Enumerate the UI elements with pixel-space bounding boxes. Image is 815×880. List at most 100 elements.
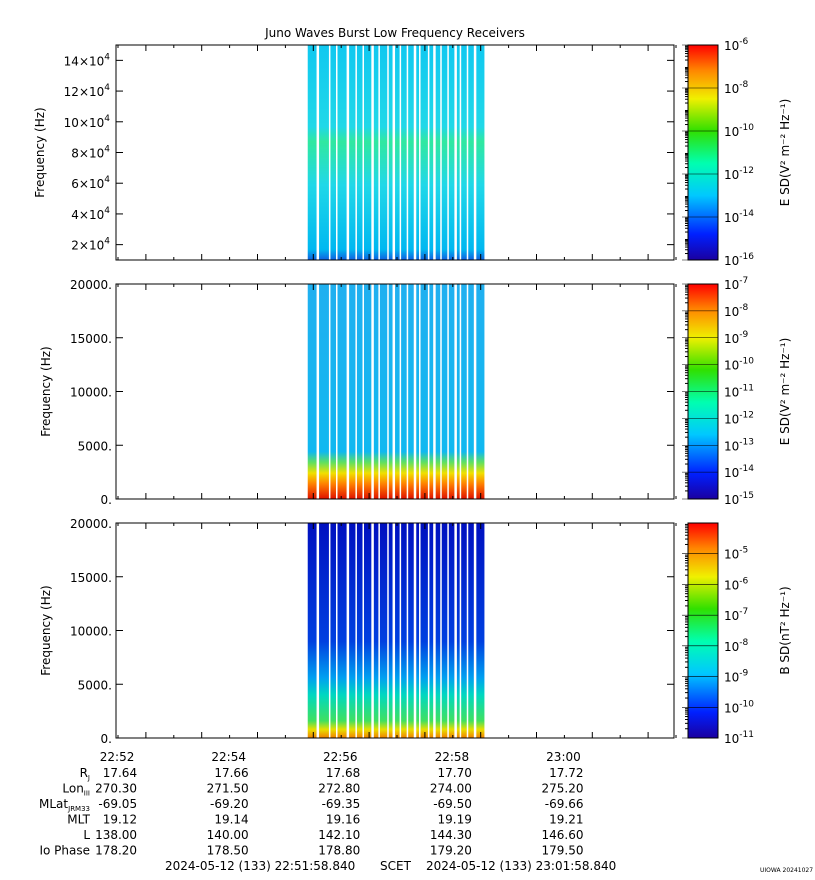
- data-gap-stripe: [406, 45, 409, 260]
- x-tick-label: 22:52: [100, 750, 135, 764]
- data-gap-stripe: [362, 284, 365, 499]
- colorbar-tick-label: 10-7: [724, 607, 748, 623]
- colorbar-3: [688, 523, 718, 738]
- data-gap-stripe: [346, 523, 350, 738]
- data-gap-stripe: [378, 523, 380, 738]
- colorbar-tick-label: 10-5: [724, 546, 748, 562]
- colorbar-tick-label: 10-8: [724, 80, 749, 96]
- data-gap-stripe: [466, 284, 469, 499]
- y-tick-label: 15000.: [70, 571, 112, 585]
- y-tick-label: 4×104: [71, 206, 110, 222]
- ephemeris-value: 17.66: [214, 766, 248, 780]
- colorbar-label: B SD(nT² Hz⁻¹): [778, 586, 792, 674]
- y-axis-label: Frequency (Hz): [39, 585, 53, 676]
- ephemeris-value: -69.66: [545, 797, 584, 811]
- colorbar-tick-label: 10-10: [724, 357, 754, 373]
- data-gap-stripe: [459, 284, 462, 499]
- y-tick-label: 5000.: [78, 678, 112, 692]
- data-gap-stripe: [328, 45, 331, 260]
- ephemeris-value: 17.70: [438, 766, 472, 780]
- ephemeris-value: 146.60: [541, 828, 583, 842]
- ephemeris-value: 274.00: [430, 782, 472, 796]
- colorbar-tick-label: 10-6: [724, 576, 749, 592]
- y-tick-label: 6×104: [71, 175, 110, 191]
- y-tick-label: 8×104: [71, 145, 110, 161]
- data-gap-stripe: [387, 284, 389, 499]
- panel-3: 20000. 15000. 10000. 5000. 0. Frequency (Hz) 1…: [39, 517, 792, 746]
- data-gap-stripe: [316, 284, 320, 499]
- y-tick-label: 0.: [101, 493, 112, 507]
- data-gap-stripe: [362, 523, 365, 738]
- ephemeris-value: 17.64: [103, 766, 137, 780]
- colorbar-tick-label: 10-11: [724, 384, 754, 400]
- colorbar-tick-label: 10-12: [724, 410, 754, 426]
- footer-start-time: 2024-05-12 (133) 22:51:58.840: [165, 859, 355, 873]
- data-gap-stripe: [473, 523, 477, 738]
- ephemeris-value: -69.35: [322, 797, 361, 811]
- spectrogram-2: [307, 284, 485, 499]
- ephemeris-label: RJ: [80, 766, 90, 782]
- data-gap-stripe: [346, 45, 350, 260]
- ephemeris-label: L: [83, 828, 90, 842]
- colorbar-tick-label: 10-8: [724, 638, 749, 654]
- spectrogram-3: [307, 523, 485, 738]
- data-gap-stripe: [392, 45, 396, 260]
- data-gap-stripe: [413, 523, 417, 738]
- ephemeris-value: 17.72: [549, 766, 583, 780]
- data-gap-stripe: [328, 284, 331, 499]
- colorbar-tick-label: 10-6: [724, 37, 749, 53]
- spectrogram-1: [307, 45, 485, 260]
- panel-1: 2×104 4×104 6×104 8×104 10×104 12×104 14×104 Fr…: [33, 37, 792, 268]
- data-gap-stripe: [399, 284, 402, 499]
- data-gap-stripe: [399, 45, 402, 260]
- ephemeris-value: 138.00: [95, 828, 137, 842]
- ephemeris-value: 19.21: [549, 813, 583, 827]
- data-gap-stripe: [362, 45, 365, 260]
- data-gap-stripe: [406, 284, 409, 499]
- y-tick-label: 10000.: [70, 386, 112, 400]
- data-gap-stripe: [378, 45, 380, 260]
- data-gap-stripe: [392, 284, 396, 499]
- ephemeris-value: 140.00: [207, 828, 249, 842]
- data-gap-stripe: [466, 523, 469, 738]
- ephemeris-value: -69.20: [210, 797, 249, 811]
- x-tick-label: 22:58: [435, 750, 470, 764]
- y-tick-label: 10000.: [70, 625, 112, 639]
- colorbar-tick-label: 10-13: [724, 437, 754, 453]
- data-gap-stripe: [316, 45, 320, 260]
- ephemeris-value: 178.80: [318, 844, 360, 858]
- data-gap-stripe: [371, 523, 374, 738]
- y-tick-label: 20000.: [70, 517, 112, 531]
- y-tick-label: 10×104: [64, 114, 111, 130]
- data-gap-stripe: [419, 523, 421, 738]
- data-gap-stripe: [399, 523, 402, 738]
- data-gap-stripe: [433, 523, 436, 738]
- colorbar-label: E SD(V² m⁻² Hz⁻¹): [778, 338, 792, 446]
- data-gap-stripe: [378, 284, 380, 499]
- ephemeris-value: 275.20: [541, 782, 583, 796]
- ephemeris-label: MLT: [67, 813, 90, 827]
- ephemeris-value: -69.50: [433, 797, 472, 811]
- colorbar-tick-label: 10-15: [724, 491, 754, 507]
- ephemeris-value: 19.16: [326, 813, 360, 827]
- footer-end-time: 2024-05-12 (133) 23:01:58.840: [426, 859, 616, 873]
- ephemeris-label: LonIII: [62, 782, 90, 798]
- data-gap-stripe: [419, 284, 421, 499]
- panel-2: 20000. 15000. 10000. 5000. 0. Frequency (Hz) 1…: [39, 276, 792, 507]
- data-gap-stripe: [336, 45, 338, 260]
- y-axis-label: Frequency (Hz): [39, 346, 53, 437]
- ephemeris-value: 19.19: [438, 813, 472, 827]
- chart-title: Juno Waves Burst Low Frequency Receivers: [264, 26, 525, 40]
- ephemeris-value: 19.12: [103, 813, 137, 827]
- data-gap-stripe: [392, 523, 396, 738]
- data-gap-stripe: [454, 284, 457, 499]
- data-gap-stripe: [427, 45, 430, 260]
- ephemeris-value: 142.10: [318, 828, 360, 842]
- colorbar-tick-label: 10-10: [724, 123, 754, 139]
- data-gap-stripe: [346, 284, 350, 499]
- colorbar-tick-label: 10-9: [724, 330, 749, 346]
- y-tick-label: 15000.: [70, 332, 112, 346]
- data-gap-stripe: [316, 523, 320, 738]
- footer-stamp: UIOWA 20241027: [760, 867, 813, 874]
- ephemeris-label: MLatJRM33: [39, 797, 90, 813]
